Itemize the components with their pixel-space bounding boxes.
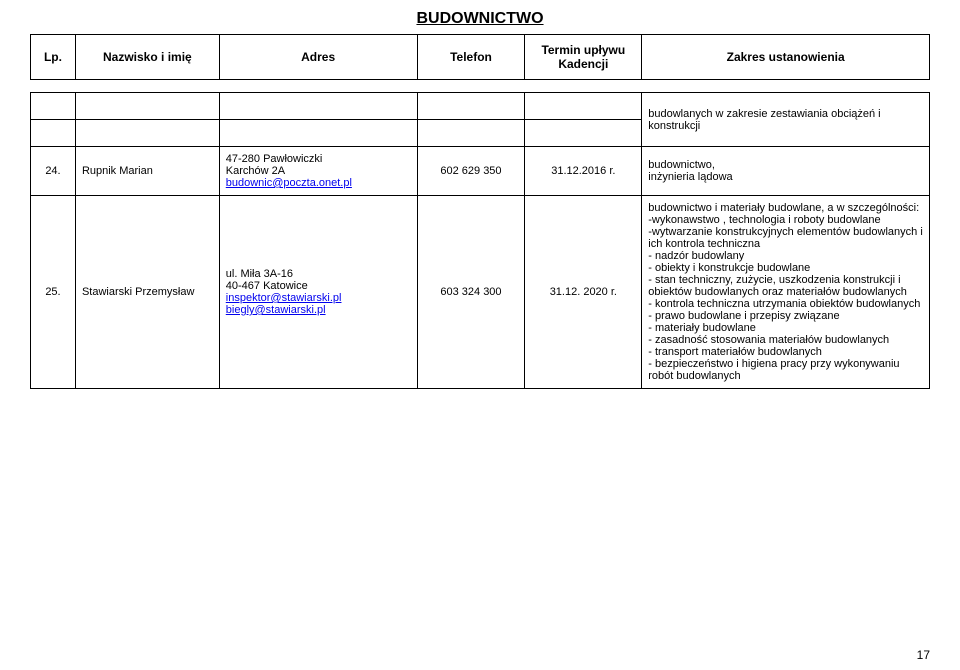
scope-line: - transport materiałów budowlanych	[648, 346, 923, 358]
page-number: 17	[917, 648, 930, 662]
address-cell: 47-280 Pawłowiczki Karchów 2A budownic@p…	[219, 147, 417, 196]
scope-cell: budowlanych w zakresie zestawiania obcią…	[642, 93, 930, 147]
phone-cell: 602 629 350	[417, 147, 525, 196]
lp-cell: 25.	[31, 196, 76, 389]
term-cell: 31.12. 2020 r.	[525, 196, 642, 389]
col-phone: Telefon	[417, 35, 525, 80]
email-link[interactable]: inspektor@stawiarski.pl	[226, 292, 342, 304]
scope-cell: budownictwo i materiały budowlane, a w s…	[642, 196, 930, 389]
scope-line: inżynieria lądowa	[648, 171, 732, 183]
col-term: Termin upływu Kadencji	[525, 35, 642, 80]
address-line: 47-280 Pawłowiczki	[226, 153, 323, 165]
table-row: budowlanych w zakresie zestawiania obcią…	[31, 93, 930, 120]
scope-line: budownictwo i materiały budowlane, a w s…	[648, 202, 923, 214]
scope-line: - prawo budowlane i przepisy związane	[648, 310, 923, 322]
scope-line: - nadzór budowlany	[648, 250, 923, 262]
email-link[interactable]: biegly@stawiarski.pl	[226, 304, 326, 316]
email-link[interactable]: budownic@poczta.onet.pl	[226, 177, 352, 189]
col-name: Nazwisko i imię	[75, 35, 219, 80]
address-cell: ul. Miła 3A-16 40-467 Katowice inspektor…	[219, 196, 417, 389]
scope-line: -wykonawstwo , technologia i roboty budo…	[648, 214, 923, 226]
page-title: BUDOWNICTWO	[30, 10, 930, 28]
name-cell: Rupnik Marian	[75, 147, 219, 196]
scope-line: - materiały budowlane	[648, 322, 923, 334]
main-table: budowlanych w zakresie zestawiania obcią…	[30, 92, 930, 389]
scope-text: budowlanych w zakresie zestawiania obcią…	[648, 108, 880, 132]
name-cell: Stawiarski Przemysław	[75, 196, 219, 389]
table-row: 25. Stawiarski Przemysław ul. Miła 3A-16…	[31, 196, 930, 389]
header-table: Lp. Nazwisko i imię Adres Telefon Termin…	[30, 34, 930, 80]
address-line: 40-467 Katowice	[226, 280, 308, 292]
scope-cell: budownictwo, inżynieria lądowa	[642, 147, 930, 196]
address-line: ul. Miła 3A-16	[226, 268, 293, 280]
table-row: 24. Rupnik Marian 47-280 Pawłowiczki Kar…	[31, 147, 930, 196]
scope-line: - obiekty i konstrukcje budowlane	[648, 262, 923, 274]
scope-line: - bezpieczeństwo i higiena pracy przy wy…	[648, 358, 923, 382]
col-address: Adres	[219, 35, 417, 80]
scope-line: -wytwarzanie konstrukcyjnych elementów b…	[648, 226, 923, 250]
phone-cell: 603 324 300	[417, 196, 525, 389]
scope-line: - kontrola techniczna utrzymania obiektó…	[648, 298, 923, 310]
scope-line: - stan techniczny, zużycie, uszkodzenia …	[648, 274, 923, 298]
scope-line: budownictwo,	[648, 159, 715, 171]
col-lp: Lp.	[31, 35, 76, 80]
col-scope: Zakres ustanowienia	[642, 35, 930, 80]
address-line: Karchów 2A	[226, 165, 285, 177]
term-cell: 31.12.2016 r.	[525, 147, 642, 196]
scope-line: - zasadność stosowania materiałów budowl…	[648, 334, 923, 346]
lp-cell: 24.	[31, 147, 76, 196]
